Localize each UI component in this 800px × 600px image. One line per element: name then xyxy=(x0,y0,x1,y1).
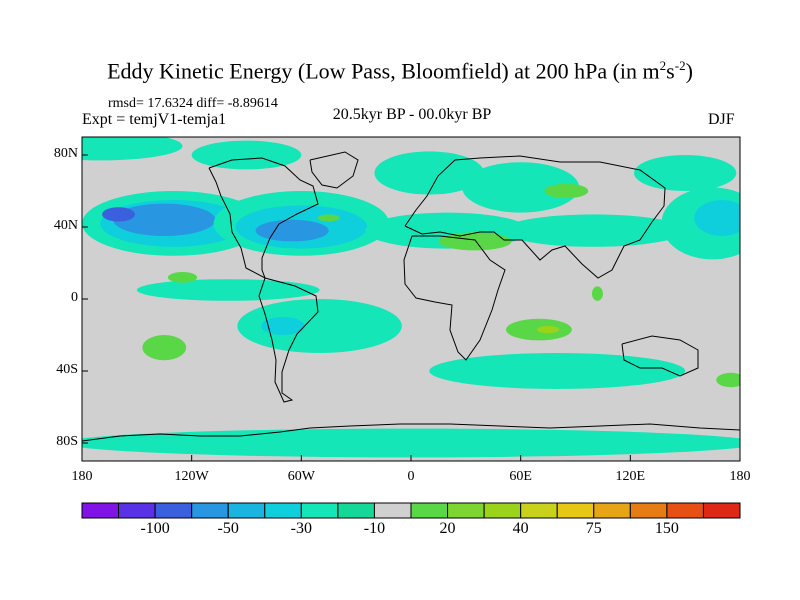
contour-region-21 xyxy=(438,232,512,251)
coastline-south-america xyxy=(258,277,319,403)
title-end: ) xyxy=(685,58,693,84)
axis-ticks xyxy=(81,154,741,461)
period-text: 20.5kyr BP - 00.0kyr BP xyxy=(332,106,492,123)
colorbar-label-4: 20 xyxy=(439,520,456,537)
colorbar-label-6: 75 xyxy=(585,520,602,537)
contour-region-25 xyxy=(142,335,187,361)
coastline-africa xyxy=(403,235,506,361)
colorbar-label-1: -50 xyxy=(217,520,239,537)
title-text: Eddy Kinetic Energy (Low Pass, Bloomfiel… xyxy=(107,58,660,84)
title-sup-2: -2 xyxy=(674,58,686,73)
y-tick-label-1: 40N xyxy=(53,218,78,233)
x-tick-label-0: 180 xyxy=(71,469,93,484)
coastline-antarctica xyxy=(82,423,740,442)
x-tick-label-6: 180 xyxy=(729,469,751,484)
coastline-greenland xyxy=(309,151,359,189)
x-tick-label-2: 60W xyxy=(287,469,315,484)
y-tick-label-3: 40S xyxy=(56,362,78,377)
plot-title: Eddy Kinetic Energy (Low Pass, Bloomfiel… xyxy=(0,58,800,84)
season-label: DJF xyxy=(708,111,735,128)
contour-region-15 xyxy=(694,200,740,236)
contour-region-28 xyxy=(591,286,603,301)
contour-region-18 xyxy=(261,317,305,335)
contour-region-0 xyxy=(82,137,183,161)
contour-region-4 xyxy=(113,203,216,236)
colorbar-label-2: -30 xyxy=(290,520,312,537)
contour-region-23 xyxy=(317,214,340,222)
period-label: 20.5kyr BP - 00.0kyr BP xyxy=(0,106,800,124)
y-tick-label-0: 80N xyxy=(53,146,78,161)
contour-fields xyxy=(82,137,740,458)
contour-region-22 xyxy=(544,183,589,199)
contour-region-16 xyxy=(136,279,320,301)
x-tick-label-5: 120E xyxy=(615,469,646,484)
x-tick-label-4: 60E xyxy=(509,469,532,484)
contour-region-1 xyxy=(191,140,302,170)
x-tick-label-3: 0 xyxy=(407,469,415,484)
contour-region-19 xyxy=(429,353,686,389)
contour-region-20 xyxy=(82,428,740,458)
x-tick-label-1: 120W xyxy=(174,469,209,484)
y-tick-label-2: 0 xyxy=(71,290,78,305)
coastlines xyxy=(82,151,740,442)
colorbar-label-0: -100 xyxy=(140,520,170,537)
contour-region-13 xyxy=(633,155,737,191)
coastline-eurasia xyxy=(404,155,666,279)
stats-line: rmsd= 17.6324 diff= -8.89614 xyxy=(108,96,278,111)
contour-region-10 xyxy=(462,162,580,213)
coastline-australia xyxy=(621,335,699,377)
experiment-line: Expt = temjV1-temja1 xyxy=(82,111,227,128)
contour-region-8 xyxy=(255,219,329,242)
contour-region-29 xyxy=(716,372,740,388)
title-mid: s xyxy=(666,58,675,84)
contour-region-17 xyxy=(237,299,402,353)
contour-region-27 xyxy=(537,326,560,334)
y-tick-label-4: 80S xyxy=(56,434,78,449)
contour-region-24 xyxy=(167,272,198,283)
coastline-north-america xyxy=(208,157,319,280)
contour-region-5 xyxy=(102,207,136,222)
colorbar-label-5: 40 xyxy=(512,520,529,537)
title-sup-1: 2 xyxy=(659,58,667,73)
contour-region-9 xyxy=(374,151,485,195)
colorbar-label-7: 150 xyxy=(654,520,679,537)
contour-region-12 xyxy=(502,214,686,247)
colorbar-label-3: -10 xyxy=(363,520,386,537)
